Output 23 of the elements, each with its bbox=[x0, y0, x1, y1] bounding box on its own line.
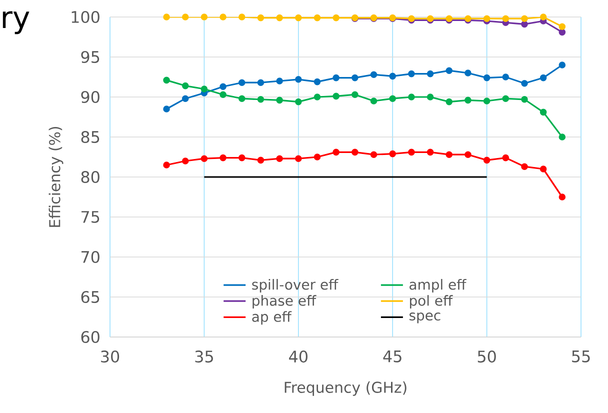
legend-label: ampl eff bbox=[410, 278, 466, 292]
x-tick-label: 45 bbox=[383, 350, 402, 362]
x-tick-label: 30 bbox=[101, 350, 120, 363]
legend-label: ap eff bbox=[252, 311, 292, 325]
y-tick-label: 60 bbox=[81, 330, 100, 344]
y-tick-label: 85 bbox=[81, 130, 100, 144]
x-tick-label: 40 bbox=[289, 350, 308, 363]
x-tick-label: 55 bbox=[572, 350, 590, 362]
y-tick-label: 100 bbox=[72, 10, 100, 24]
chart-title: ry bbox=[2, 11, 30, 34]
legend-label: pol eff bbox=[410, 295, 453, 309]
y-tick-label: 90 bbox=[81, 90, 100, 104]
y-axis-title: Efficiency (%) bbox=[48, 126, 64, 227]
y-tick-label: 65 bbox=[81, 290, 100, 304]
x-tick-label: 35 bbox=[195, 350, 213, 363]
x-tick-label: 50 bbox=[478, 350, 496, 363]
y-tick-label: 95 bbox=[81, 50, 100, 64]
y-tick-label: 70 bbox=[82, 250, 100, 264]
legend-label: phase eff bbox=[252, 295, 316, 309]
legend-label: spec bbox=[409, 312, 440, 324]
y-tick-label: 75 bbox=[82, 211, 100, 223]
x-axis-title: Frequency (GHz) bbox=[284, 381, 406, 396]
y-tick-label: 80 bbox=[81, 170, 100, 184]
